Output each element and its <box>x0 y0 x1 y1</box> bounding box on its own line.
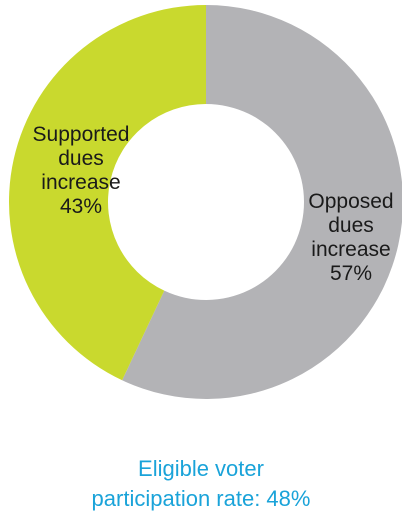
slice-label-supported-percent: 43% <box>59 195 103 218</box>
donut-slice-supported <box>9 5 206 381</box>
slice-label-supported-line-3: increase <box>41 171 121 194</box>
slice-label-opposed-line-2: dues <box>328 214 374 237</box>
chart-caption-line-1: Eligible voter <box>138 456 264 481</box>
donut-slices <box>9 5 402 399</box>
slice-label-supported: Supported dues increase 43% <box>16 123 146 219</box>
donut-chart-svg <box>9 5 402 399</box>
slice-label-opposed-line-3: increase <box>311 238 391 261</box>
slice-label-supported-line-1: Supported <box>32 123 130 146</box>
slice-label-opposed-line-1: Opposed <box>308 190 394 213</box>
chart-caption-line-2: participation rate: 48% <box>91 486 311 511</box>
slice-label-opposed-percent: 57% <box>329 262 373 285</box>
chart-caption: Eligible voter participation rate: 48% <box>0 454 402 514</box>
slice-label-opposed: Opposed dues increase 57% <box>298 190 402 286</box>
slice-label-supported-line-2: dues <box>58 147 104 170</box>
donut-slice-opposed <box>122 5 402 399</box>
donut-chart: Supported dues increase 43% Opposed dues… <box>9 5 402 399</box>
